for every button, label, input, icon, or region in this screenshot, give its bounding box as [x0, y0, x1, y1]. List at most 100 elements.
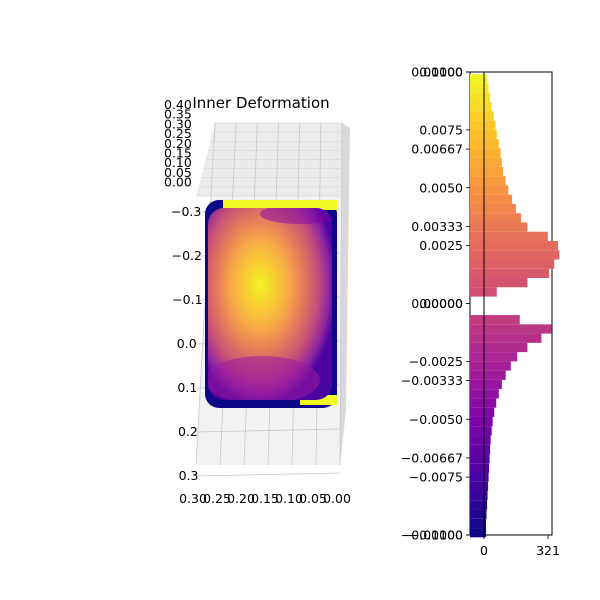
histogram-bar [470, 463, 490, 473]
histogram-bar [470, 491, 488, 501]
scatter-yellow-edge-bottom [300, 395, 337, 405]
histogram-bar [470, 435, 491, 445]
y-tick-label: −0.1 [172, 292, 202, 307]
histogram-y-tick-label: −0.00333 [401, 373, 463, 388]
histogram-panel: 0.01000.01000 0.0075 0.00667 0.0050 0.00333 0… [401, 65, 560, 559]
histogram-bar [470, 453, 490, 464]
histogram-bar [470, 416, 493, 427]
histogram-y-tick-label: 0.00000 [411, 296, 463, 311]
histogram-bar [470, 222, 528, 232]
histogram-bar [470, 213, 522, 223]
grid-line-x [339, 122, 343, 466]
histogram-bar [470, 426, 492, 436]
histogram-bar [470, 352, 518, 362]
x-tick-label: 0.00 [323, 491, 351, 506]
histogram-bar [470, 278, 528, 288]
histogram-bar [470, 83, 489, 93]
histogram-bar [470, 287, 497, 297]
histogram-bar [470, 194, 513, 204]
histogram-bar [470, 268, 550, 279]
histogram-bar [470, 481, 489, 492]
scatter-lower-purple [208, 356, 320, 400]
chart-3d-panel: Inner Deformation 0.400.350.300.250.200.… [164, 94, 351, 506]
histogram-bar [470, 398, 497, 408]
y-tick-label: 0.3 [179, 468, 199, 483]
histogram-bar [470, 240, 559, 251]
histogram-bar [470, 528, 487, 538]
x-tick-label: 0.05 [299, 491, 327, 506]
x-tick-label: 0.20 [227, 491, 255, 506]
x-tick-label: 0.15 [251, 491, 279, 506]
histogram-bar [470, 259, 555, 269]
histogram-bar [470, 148, 501, 158]
grid-line-y [195, 428, 341, 433]
histogram-bar [470, 166, 504, 177]
axes-side-pane [340, 123, 350, 465]
y-tick-label: 0.0 [177, 336, 197, 351]
histogram-y-tick-label: −0.0050 [409, 412, 463, 427]
histogram-bar [470, 203, 516, 214]
histogram-bar [470, 92, 491, 103]
histogram-x-tick-label: 321 [536, 543, 560, 558]
y-tick-label: 0.1 [177, 380, 197, 395]
histogram-bar [470, 176, 506, 186]
histogram-y-tick-label: −0.0100 [409, 528, 463, 543]
histogram-bar [470, 185, 509, 195]
scatter-point-cloud [205, 200, 337, 408]
y-tick-label: −0.3 [171, 204, 201, 219]
histogram-y-tick-label: 0.0100 [419, 65, 463, 80]
y-tick-label: −0.2 [172, 248, 202, 263]
histogram-y-tick-label: −0.0075 [409, 470, 463, 485]
scatter-body [208, 208, 332, 400]
x-tick-label: 0.10 [275, 491, 303, 506]
histogram-y-tick-label: 0.01000 [411, 65, 463, 80]
histogram-bar [470, 444, 491, 454]
z-tick-label: 0.15 [164, 146, 192, 161]
histogram-bar [470, 102, 492, 112]
histogram-y-tick-label: −0.01000 [401, 528, 463, 543]
histogram-bar [470, 342, 528, 353]
histogram-bar [470, 111, 494, 121]
z-tick-label: 0.20 [164, 136, 192, 151]
histogram-bar [470, 324, 552, 334]
histogram-x-tick-label: 0 [480, 543, 488, 558]
histogram-y-tick-label: 0.00333 [411, 219, 463, 234]
chart-title: Inner Deformation [192, 94, 329, 112]
histogram-bar [470, 518, 487, 529]
histogram-bar [470, 120, 496, 130]
axes-tick-labels: 0.400.350.300.250.200.150.100.050.00−0.3… [164, 97, 351, 506]
histogram-bar [470, 472, 489, 482]
histogram-bar [470, 129, 497, 140]
z-tick-label: 0.30 [164, 116, 192, 131]
histogram-y-tick-label: 0.00667 [411, 142, 463, 157]
histogram-bar [470, 509, 487, 519]
grid-line-y [195, 472, 341, 477]
histogram-bar [470, 361, 511, 371]
histogram-bar [470, 500, 488, 510]
z-tick-label: 0.40 [164, 97, 192, 112]
histogram-bar [470, 379, 502, 390]
scatter-yellow-edge [223, 200, 337, 210]
histogram-bar [470, 157, 502, 167]
histogram-bar [470, 407, 495, 417]
x-tick-label: 0.30 [179, 491, 207, 506]
histogram-y-tick-label: 0.0025 [419, 238, 463, 253]
z-tick-label: 0.25 [164, 126, 192, 141]
histogram-bar [470, 74, 488, 84]
histogram-bar [470, 250, 560, 260]
z-tick-label: 0.35 [164, 107, 192, 122]
histogram-y-tick-label: 0.0075 [419, 122, 463, 137]
scatter-upper-purple [260, 208, 332, 224]
histogram-bar [470, 231, 548, 241]
z-tick-label: 0.00 [164, 175, 192, 190]
x-tick-label: 0.25 [203, 491, 231, 506]
histogram-bars [470, 74, 560, 538]
z-tick-label: 0.05 [164, 165, 192, 180]
histogram-y-tick-label: 0.0000 [419, 296, 463, 311]
z-tick-label: 0.10 [164, 155, 192, 170]
y-tick-label: 0.2 [178, 424, 198, 439]
histogram-bar [470, 315, 520, 325]
histogram-y-tick-label: −0.0025 [409, 354, 463, 369]
histogram-y-tick-label: −0.00667 [401, 450, 463, 465]
